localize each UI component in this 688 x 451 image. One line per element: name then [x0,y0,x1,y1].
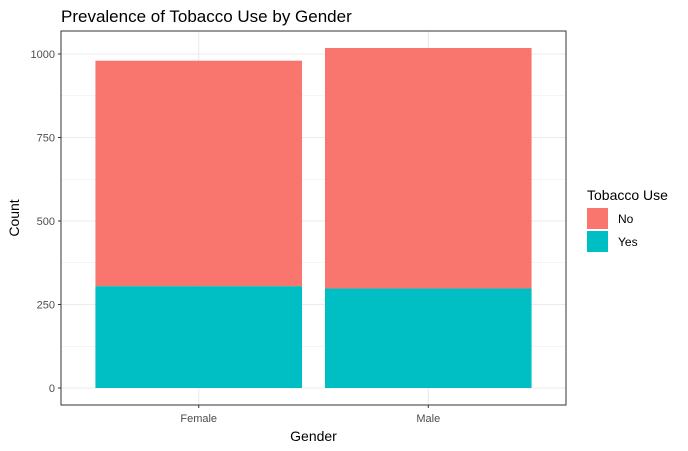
x-axis-title: Gender [290,428,337,444]
legend-label-no: No [618,212,634,226]
bar-female-yes [95,286,303,388]
legend-label-yes: Yes [618,235,638,249]
bars [95,48,532,388]
y-tick-label: 500 [37,216,55,228]
legend-swatch-no [587,208,608,229]
y-tick-label: 750 [37,133,55,145]
panel-border [60,30,567,406]
y-axis-title: Count [6,199,22,236]
legend-title: Tobacco Use [587,187,668,203]
chart-title: Prevalence of Tobacco Use by Gender [61,7,352,26]
y-tick-label: 0 [49,383,55,395]
x-axis: Female Male [180,405,440,425]
bar-male-no [324,48,532,289]
bar-male-yes [324,288,532,388]
legend: Tobacco Use No Yes [587,187,668,252]
x-tick-label: Female [180,413,217,425]
y-tick-label: 250 [37,300,55,312]
plot-panel [60,30,567,406]
bar-female-no [95,60,303,287]
legend-items: No Yes [587,208,638,252]
legend-swatch-yes [587,231,608,252]
y-tick-label: 1000 [31,49,55,61]
x-tick-label: Male [416,413,440,425]
y-axis: 0 250 500 750 1000 [31,49,61,395]
